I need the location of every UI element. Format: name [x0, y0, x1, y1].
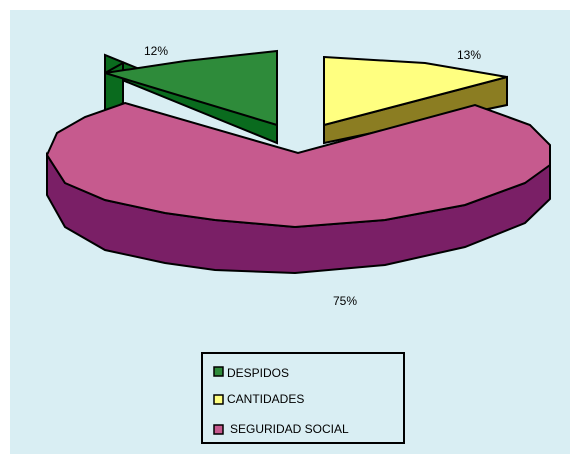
- legend-label-cantidades: CANTIDADES: [227, 392, 304, 406]
- pct-label-despidos: 12%: [144, 44, 168, 58]
- legend-swatch-despidos: [213, 366, 224, 377]
- pct-label-cantidades: 13%: [457, 48, 481, 62]
- legend-label-seguridad: SEGURIDAD SOCIAL: [230, 422, 349, 436]
- legend-swatch-cantidades: [213, 394, 224, 405]
- slice-top-seguridad: [45, 101, 551, 229]
- legend: DESPIDOS CANTIDADES SEGURIDAD SOCIAL: [201, 352, 405, 444]
- legend-box: [201, 352, 405, 444]
- slice-top-despidos: [104, 49, 278, 127]
- pct-label-seguridad: 75%: [333, 294, 357, 308]
- legend-swatch-seguridad: [213, 424, 224, 435]
- slice-top-cantidades: [323, 55, 508, 127]
- legend-label-despidos: DESPIDOS: [227, 366, 289, 380]
- pie-chart: 12% 13% 75% DESPIDOS CANTIDADES SEGURIDA…: [10, 10, 570, 454]
